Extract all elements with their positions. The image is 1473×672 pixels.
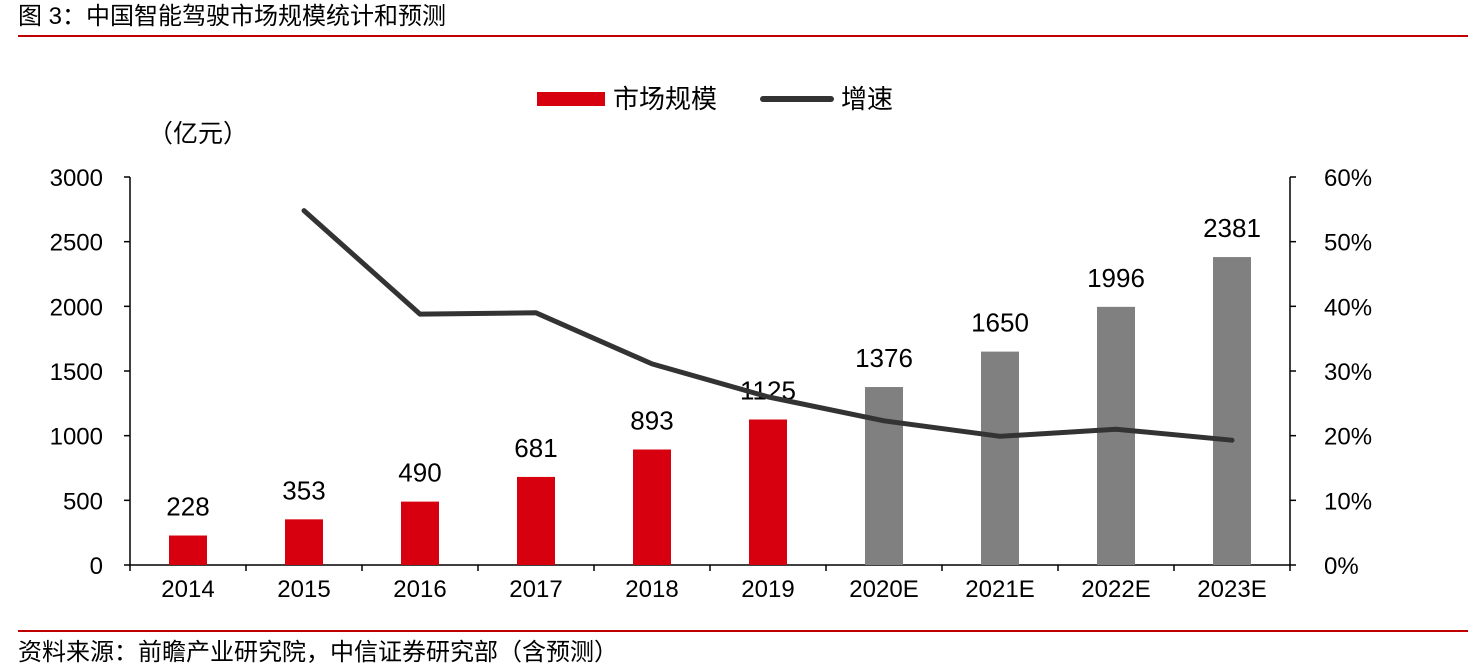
- y-right-tick-label: 60%: [1324, 165, 1372, 192]
- legend: 市场规模 增速: [537, 84, 893, 114]
- bar-2023E: [1213, 257, 1251, 565]
- figure-title: 图 3：中国智能驾驶市场规模统计和预测: [18, 3, 447, 30]
- growth-point-2016: [419, 313, 421, 315]
- source-note: 资料来源：前瞻产业研究院，中信证券研究部（含预测）: [18, 639, 618, 666]
- bar-label-2018: 893: [630, 406, 673, 436]
- x-tick-label: 2021E: [965, 576, 1034, 603]
- x-tick-label: 2017: [509, 576, 562, 603]
- y-left-tick-label: 1500: [50, 359, 103, 386]
- y-left-tick-label: 2500: [50, 230, 103, 257]
- unit-label: （亿元）: [148, 120, 248, 148]
- bar-2022E: [1097, 306, 1135, 565]
- growth-point-2022E: [1115, 428, 1117, 430]
- axes: 0 500 1000 1500 2000 2500 3000 0% 10% 20% 30% 40% 50…: [50, 165, 1372, 580]
- bar-label-2022E: 1996: [1087, 263, 1145, 293]
- x-tick-label: 2014: [161, 576, 214, 603]
- growth-point-2018: [651, 363, 653, 365]
- bars: [169, 257, 1251, 565]
- growth-point-2020E: [883, 420, 885, 422]
- y-left-tick-label: 0: [90, 553, 103, 580]
- x-tick-label: 2023E: [1197, 576, 1266, 603]
- legend-label-line: 增速: [841, 84, 893, 114]
- y-left-tick-label: 3000: [50, 165, 103, 192]
- growth-point-2015: [303, 210, 305, 212]
- x-tick-label: 2020E: [849, 576, 918, 603]
- bar-2015: [285, 519, 323, 565]
- bar-2016: [401, 501, 439, 565]
- x-tick-label: 2016: [393, 576, 446, 603]
- x-tick-label: 2015: [277, 576, 330, 603]
- y-left-tick-label: 1000: [50, 424, 103, 451]
- growth-line-path: [301, 208, 1235, 443]
- bar-2018: [633, 449, 671, 565]
- bar-2014: [169, 535, 207, 565]
- bar-label-2020E: 1376: [855, 343, 913, 373]
- x-tick-label: 2019: [741, 576, 794, 603]
- growth-point-2021E: [999, 435, 1001, 437]
- bar-2019: [749, 419, 787, 565]
- y-left-tick-label: 2000: [50, 294, 103, 321]
- y-right-tick-label: 20%: [1324, 424, 1372, 451]
- bar-label-2021E: 1650: [971, 308, 1029, 338]
- bar-2020E: [865, 387, 903, 565]
- y-right-tick-label: 50%: [1324, 230, 1372, 257]
- top-rule: [18, 35, 1468, 37]
- bar-2021E: [981, 351, 1019, 565]
- bar-label-2016: 490: [398, 458, 441, 488]
- bar-2017: [517, 476, 555, 565]
- growth-point-2023E: [1231, 439, 1233, 441]
- x-tick-label: 2022E: [1081, 576, 1150, 603]
- growth-point-2019: [767, 396, 769, 398]
- bar-label-2023E: 2381: [1203, 213, 1261, 243]
- growth-line: [301, 208, 1235, 443]
- growth-point-2017: [535, 312, 537, 314]
- bar-label-2015: 353: [282, 475, 325, 505]
- y-right-tick-label: 0%: [1324, 553, 1359, 580]
- y-right-tick-label: 40%: [1324, 294, 1372, 321]
- y-right-tick-label: 30%: [1324, 359, 1372, 386]
- legend-label-bar: 市场规模: [613, 84, 717, 114]
- bottom-rule: [18, 630, 1468, 632]
- bar-label-2017: 681: [514, 433, 557, 463]
- y-left-tick-label: 500: [63, 488, 103, 515]
- x-labels: 2014 2015 2016 2017 2018 2019 2020E 2021E 2022E 2…: [161, 576, 1266, 603]
- x-tick-label: 2018: [625, 576, 678, 603]
- bar-label-2014: 228: [166, 492, 209, 522]
- legend-swatch-bar: [537, 92, 605, 106]
- y-right-tick-label: 10%: [1324, 488, 1372, 515]
